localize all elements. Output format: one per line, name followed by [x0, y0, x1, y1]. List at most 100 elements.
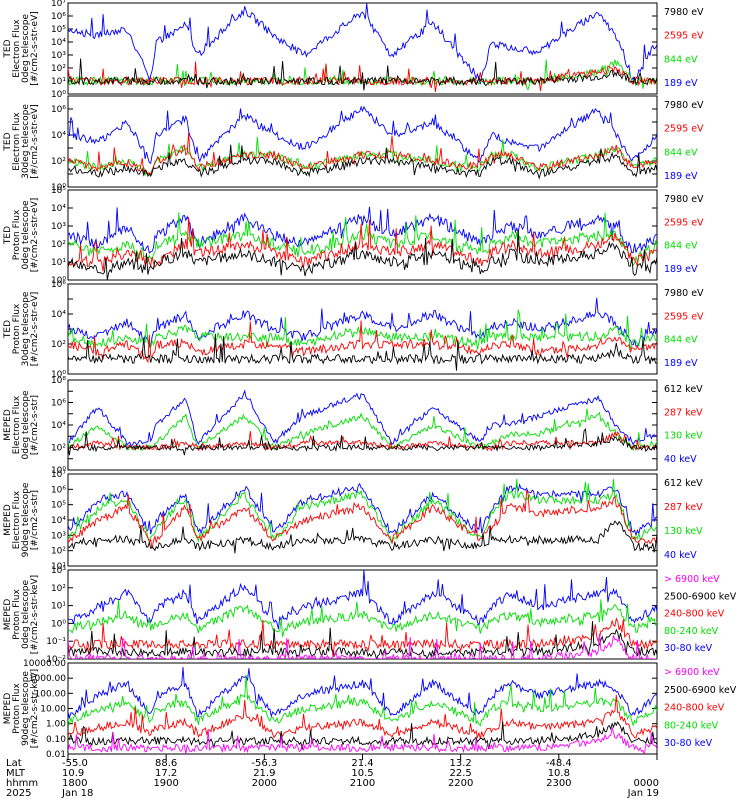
series-line [68, 694, 657, 739]
legend-entry: 40 keV [664, 454, 697, 465]
series-line [68, 408, 657, 452]
legend-entry: 844 eV [664, 54, 698, 65]
panel-5: 10⁰ 10² 10⁴ 10⁶ 10⁸ MEPED Electron Flux 0deg te… [3, 376, 703, 476]
ytick-label: 10⁷ [51, 470, 66, 480]
ytick-label: 10² [51, 584, 66, 594]
xtick-label: Jan 18 [61, 788, 93, 799]
legend-entry: 30-80 keV [664, 738, 713, 749]
series-line [68, 489, 657, 549]
panel-7: 10⁻² 10⁻¹ 10⁰ 10¹ 10² 10³ MEPED Proton Flux 0deg… [3, 566, 737, 665]
legend-entry: 844 eV [664, 335, 698, 346]
y-axis-label: [#/cm2-s-str-keV] [30, 575, 40, 654]
y-axis-label: MEPED [3, 693, 13, 725]
ytick-label: 10⁷ [51, 0, 66, 9]
ytick-label: 10⁴ [51, 516, 66, 526]
xtick-label: 17.2 [155, 768, 177, 779]
ytick-label: 10⁰ [51, 183, 66, 193]
legend-entry: 189 eV [664, 171, 698, 182]
series-line [68, 389, 657, 447]
ytick-label: 10⁰ [51, 619, 66, 629]
xtick-label: 21.4 [351, 758, 373, 769]
ytick-label: 10¹ [51, 77, 66, 87]
legend-entry: 80-240 keV [664, 626, 719, 637]
xtick-label: 88.6 [155, 758, 177, 769]
ytick-label: 10¹ [51, 602, 66, 612]
legend-entry: 2500-6900 keV [664, 685, 737, 696]
xtick-label: 22.5 [450, 768, 472, 779]
ytick-label: 10⁴ [51, 310, 66, 320]
ytick-label: 10² [51, 340, 66, 350]
xtick-label: 2300 [546, 778, 571, 789]
series-line [68, 621, 657, 659]
legend-entry: 2595 eV [664, 31, 704, 42]
y-axis-label: 0deg telescope [21, 14, 31, 84]
ytick-label: 10⁰ [51, 466, 66, 476]
y-axis-label: [#/cm2-s-str-eV] [30, 198, 40, 273]
xtick-label: 10.9 [62, 768, 84, 779]
y-axis-label: [#/cm2-s-str] [30, 395, 40, 455]
ytick-label: 10⁰ [51, 276, 66, 286]
ytick-label: 10¹ [51, 562, 66, 572]
series-line [68, 309, 657, 350]
series-line [68, 428, 657, 456]
xtick-label: 13.2 [450, 758, 472, 769]
y-axis-label: TED [3, 132, 13, 151]
x-axis-row-label: MLT [6, 768, 26, 779]
y-axis-label: Proton Flux [12, 683, 22, 734]
y-axis-label: TED [3, 320, 13, 339]
ytick-label: 10⁴ [51, 421, 66, 431]
legend-entry: 40 keV [664, 550, 697, 561]
x-axis-row-label: Lat [6, 758, 22, 769]
xtick-label: 2000 [252, 778, 277, 789]
legend-entry: 844 eV [664, 241, 698, 252]
ytick-label: 10⁴ [51, 204, 66, 214]
series-line [68, 212, 657, 267]
y-axis-label: Proton Flux [12, 589, 22, 640]
xtick-label: 21.9 [253, 768, 275, 779]
xtick-label: -55.0 [62, 758, 88, 769]
series-line [68, 430, 657, 452]
series-line [68, 674, 657, 727]
ytick-label: 10³ [51, 566, 66, 576]
panel-3: 10⁰ 10¹ 10² 10³ 10⁴ 10⁵ TED Proton Flux 0deg tel… [3, 186, 704, 286]
panel-8: 0.01 0.10 1.00 10.00 100.00 1000.00 10000.00 ME… [3, 659, 737, 760]
legend-entry: 287 keV [664, 502, 703, 513]
ytick-label: 10⁻² [46, 655, 66, 665]
ytick-label: 10⁵ [51, 501, 66, 511]
y-axis-label: 0deg telescope [21, 390, 31, 460]
series-line [68, 617, 657, 658]
legend-entry: 189 eV [664, 358, 698, 369]
legend-entry: 30-80 keV [664, 643, 713, 654]
series-line [68, 333, 657, 371]
legend-entry: 80-240 keV [664, 720, 719, 731]
ytick-label: 10⁴ [51, 131, 66, 141]
legend-entry: 130 keV [664, 526, 703, 537]
y-axis-label: Electron Flux [12, 112, 22, 171]
legend-entry: 189 eV [664, 264, 698, 275]
ytick-label: 10⁶ [51, 485, 66, 495]
series-line [68, 482, 657, 537]
legend-entry: 240-800 keV [664, 703, 725, 714]
series-line [68, 633, 657, 659]
series-line [68, 297, 657, 348]
legend-entry: 240-800 keV [664, 609, 725, 620]
xtick-label: 10.8 [548, 768, 570, 779]
series-line [68, 217, 657, 272]
panel-6: 10¹ 10² 10³ 10⁴ 10⁵ 10⁶ 10⁷ MEPED Electron Flux 9… [3, 470, 703, 572]
ytick-label: 10⁶ [51, 399, 66, 409]
y-axis-label: 0deg telescope [21, 200, 31, 270]
y-axis-label: MEPED [3, 599, 13, 631]
y-axis-label: 30deg telescope [21, 291, 31, 366]
legend-entry: 2595 eV [664, 124, 704, 135]
legend-entry: > 6900 keV [664, 667, 720, 678]
series-line [68, 320, 657, 364]
series-line [68, 3, 657, 85]
legend-entry: 7980 eV [664, 194, 704, 205]
y-axis-label: TED [3, 39, 13, 58]
legend-entry: 612 keV [664, 478, 703, 489]
xtick-label: 2100 [350, 778, 375, 789]
panel-1: 10⁰ 10¹ 10² 10³ 10⁴ 10⁵ 10⁶ 10⁷ TED Electron Flux… [3, 0, 704, 100]
xtick-label: Jan 19 [627, 788, 659, 799]
